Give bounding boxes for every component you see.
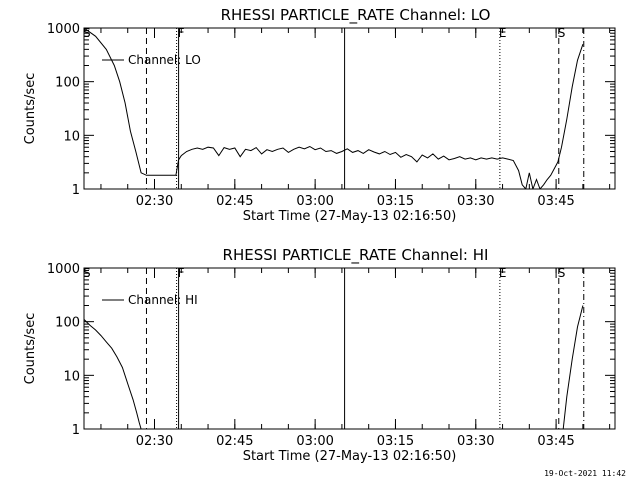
x-tick-label: 03:00 — [296, 194, 333, 209]
y-tick-label: 1 — [72, 423, 80, 438]
chart-title: RHESSI PARTICLE_RATE Channel: LO — [221, 6, 491, 25]
marker-label: S — [558, 266, 566, 280]
y-tick-label: 100 — [55, 76, 80, 91]
x-tick-label: 03:30 — [457, 434, 494, 449]
series-line-1 — [84, 28, 584, 189]
x-tick-label: 03:45 — [537, 434, 574, 449]
y-tick-label: 1 — [72, 183, 80, 198]
marker-label: S — [83, 266, 91, 280]
marker-label: F — [178, 26, 185, 40]
footer-timestamp: 19-Oct-2021 11:42 — [544, 469, 626, 478]
x-tick-label: 02:45 — [216, 434, 253, 449]
legend-label: Channel: HI — [128, 293, 198, 307]
marker-label: S — [558, 26, 566, 40]
x-tick-label: 03:00 — [296, 434, 333, 449]
x-axis-label: Start Time (27-May-13 02:16:50) — [243, 449, 457, 464]
x-tick-label: 03:15 — [377, 194, 414, 209]
plot-frame — [83, 27, 616, 190]
y-tick-label: 10 — [63, 129, 80, 144]
y-axis-label: Counts/sec — [23, 313, 38, 385]
chart-panel-1: RHESSI PARTICLE_RATE Channel: LO 1 10 100 10… — [23, 6, 616, 224]
y-tick-label: 1000 — [47, 262, 80, 277]
x-tick-label: 02:45 — [216, 194, 253, 209]
x-tick-label: 02:30 — [136, 194, 173, 209]
chart-title: RHESSI PARTICLE_RATE Channel: HI — [223, 246, 489, 265]
marker-label: S — [83, 26, 91, 40]
plot-frame — [83, 267, 616, 430]
series-line-1 — [84, 319, 142, 429]
marker-label: E — [499, 26, 507, 40]
y-tick-label: 100 — [55, 316, 80, 331]
series-line-2 — [562, 305, 584, 429]
x-axis-label: Start Time (27-May-13 02:16:50) — [243, 209, 457, 224]
legend-label: Channel: LO — [128, 53, 201, 67]
marker-label: F — [178, 266, 185, 280]
x-tick-label: 02:30 — [136, 434, 173, 449]
y-tick-label: 10 — [63, 369, 80, 384]
y-axis-label: Counts/sec — [23, 73, 38, 145]
y-tick-label: 1000 — [47, 22, 80, 37]
x-tick-label: 03:30 — [457, 194, 494, 209]
x-tick-label: 03:45 — [537, 194, 574, 209]
chart-panel-2: RHESSI PARTICLE_RATE Channel: HI 1 10 100 10… — [23, 246, 616, 464]
x-tick-label: 03:15 — [377, 434, 414, 449]
marker-label: E — [499, 266, 507, 280]
